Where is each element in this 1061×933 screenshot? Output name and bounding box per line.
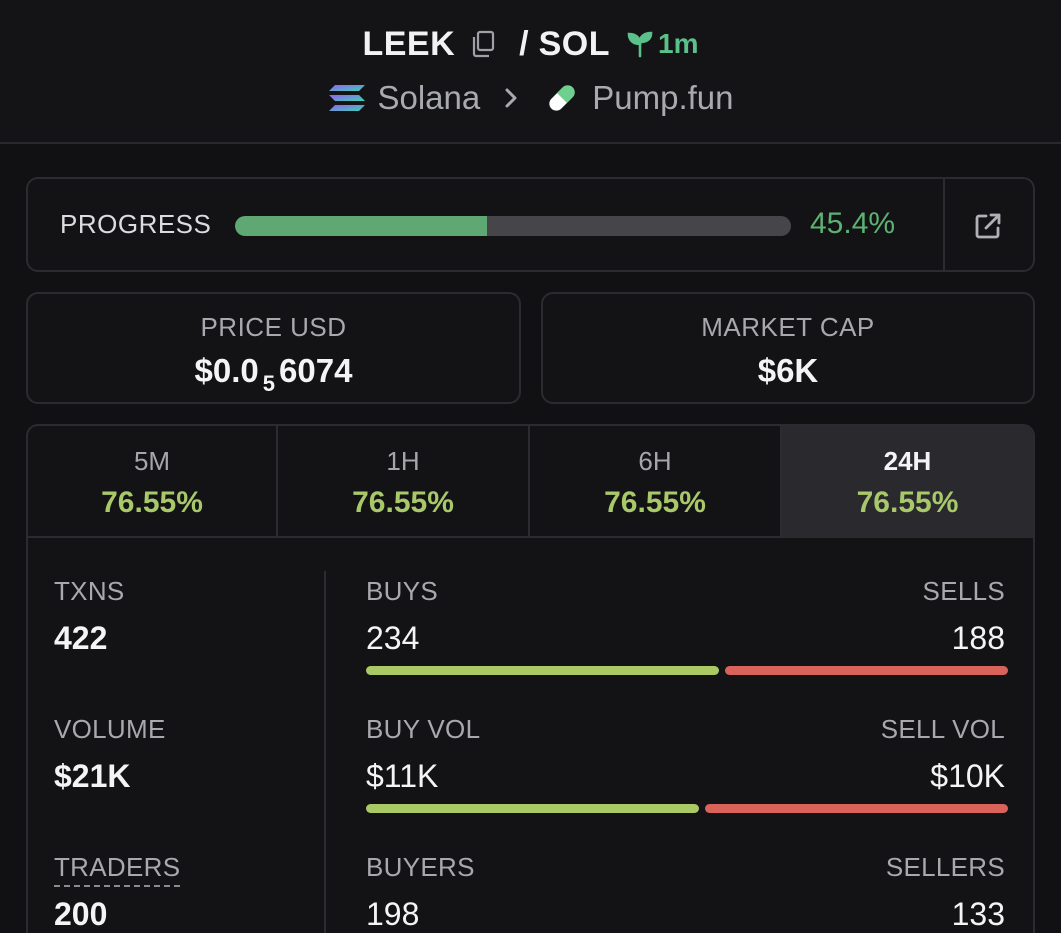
tab-change: 76.55% [101,486,203,519]
price-digits: 6074 [279,352,353,389]
tab-label: 1H [386,446,420,476]
sell-vol-bar [705,804,1008,813]
divider [943,179,945,270]
tab-change: 76.55% [604,486,706,519]
sells-label: SELLS [922,576,1005,606]
tab-label: 24H [883,446,932,476]
buyers-label: BUYERS [366,852,475,882]
tab-1h[interactable]: 1H 76.55% [278,426,530,538]
chain-name[interactable]: Solana [377,79,481,116]
price-prefix: $0.0 [194,352,259,389]
price-value: $0.0 5 6074 [28,352,519,396]
pair-title: LEEK / SOL 1m [0,22,1061,66]
buyers-value: 198 [366,896,420,932]
stats-divider [324,571,326,933]
txns-label: TXNS [54,576,125,606]
dex-name[interactable]: Pump.fun [592,79,734,116]
buys-bar [366,666,719,675]
sells-value: 188 [951,620,1005,656]
buy-vol-label: BUY VOL [366,714,481,744]
price-usd-card: PRICE USD $0.0 5 6074 [26,292,521,404]
tab-5m[interactable]: 5M 76.55% [28,426,278,538]
token-header: LEEK / SOL 1m [0,0,1061,144]
buy-vol-bar [366,804,699,813]
buys-label: BUYS [366,576,439,606]
copy-icon[interactable] [469,29,497,59]
progress-bar-fill [235,216,488,236]
period-tabs: 5M 76.55% 1H 76.55% 6H 76.55% 24H 76.55% [28,426,1033,538]
price-zero-count: 5 [262,371,276,396]
buys-value: 234 [366,620,420,656]
solana-logo-icon [329,85,366,111]
breadcrumb: Solana Pump.fun [0,76,1061,120]
pill-icon [549,85,575,111]
tab-change: 76.55% [352,486,454,519]
external-link-icon[interactable] [972,210,1004,242]
buy-vol-value: $11K [366,758,439,794]
price-label: PRICE USD [200,312,347,342]
tab-label: 5M [133,446,171,476]
sells-bar [725,666,1008,675]
tab-24h[interactable]: 24H 76.55% [782,426,1033,538]
quote-symbol: SOL [538,24,611,63]
tab-6h[interactable]: 6H 76.55% [530,426,782,538]
volume-label: VOLUME [54,714,166,744]
age-badge: 1m [626,28,699,60]
traders-label[interactable]: TRADERS [54,852,181,887]
sellers-value: 133 [951,896,1005,932]
volume-value: $21K [54,758,131,794]
progress-value: 45.4% [810,207,896,240]
tab-label: 6H [638,446,672,476]
chevron-right-icon [505,88,517,108]
market-cap-card: MARKET CAP $6K [541,292,1035,404]
period-stats-card: 5M 76.55% 1H 76.55% 6H 76.55% 24H 76.55%… [26,424,1035,933]
progress-label: PROGRESS [60,209,212,239]
traders-value: 200 [54,896,108,932]
pair-separator: / [519,24,529,63]
sellers-label: SELLERS [885,852,1005,882]
market-cap-label: MARKET CAP [701,312,875,342]
tab-change: 76.55% [856,486,959,519]
sell-vol-label: SELL VOL [880,714,1005,744]
sprout-icon [627,31,653,58]
bonding-progress-card: PROGRESS 45.4% [26,177,1035,272]
market-cap-value: $6K [757,352,819,389]
token-symbol: LEEK [362,24,456,63]
progress-bar [235,216,791,236]
txns-value: 422 [54,620,108,656]
sell-vol-value: $10K [930,758,1005,794]
age-text: 1m [658,28,699,59]
